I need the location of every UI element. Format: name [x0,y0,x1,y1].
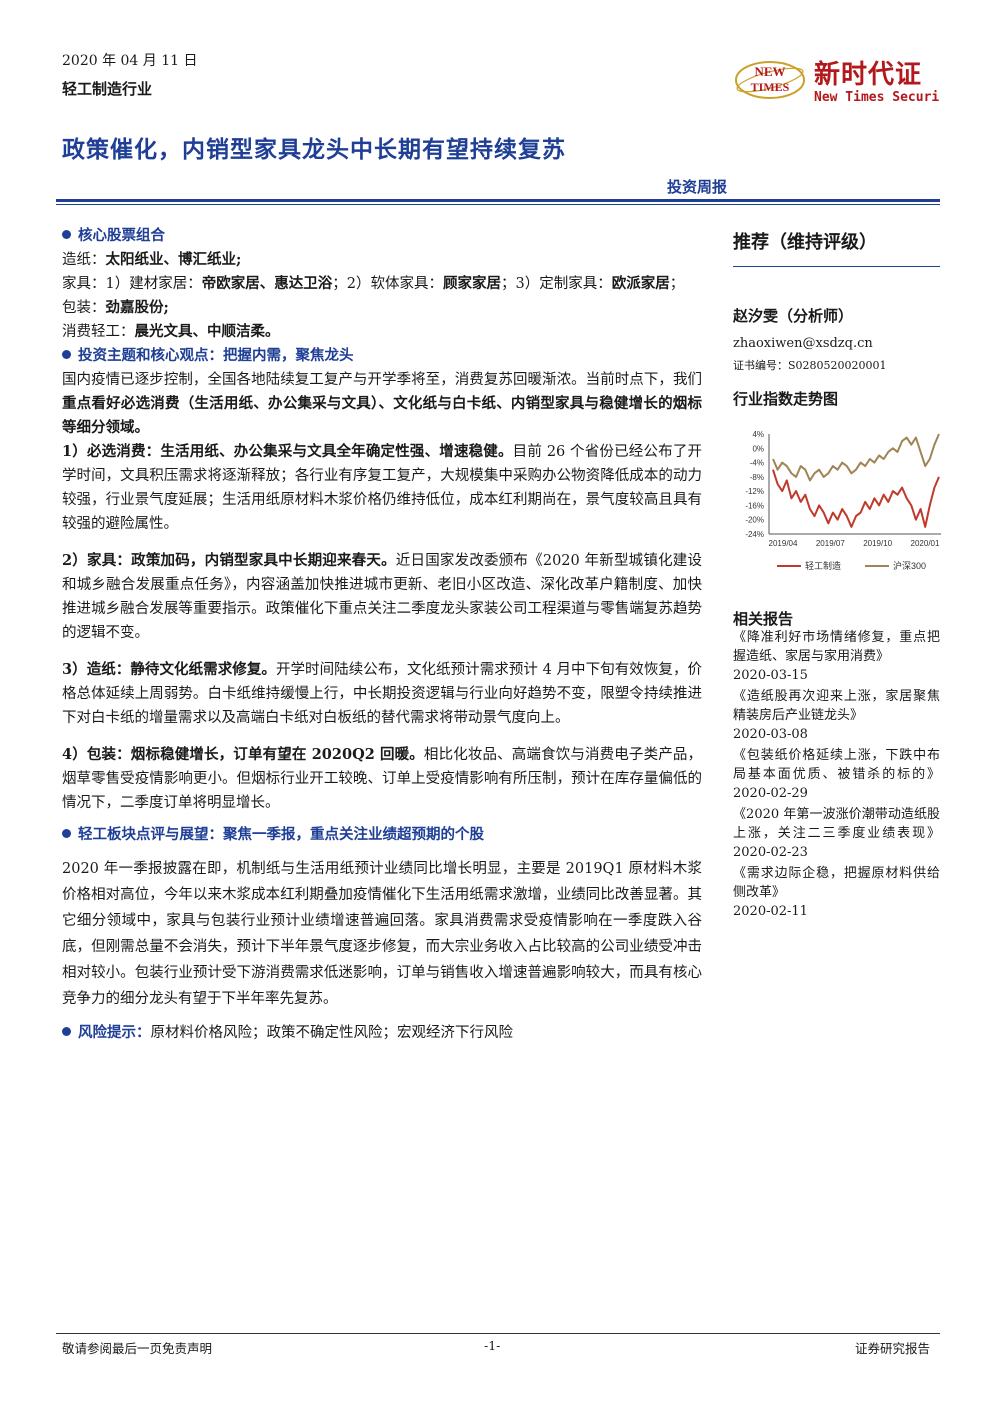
logo-english-name: New Times Securi [814,90,940,105]
rating-rule [733,266,940,267]
risk-line: 风险提示：原材料价格风险；政策不确定性风险；宏观经济下行风险 [62,1021,702,1045]
y-tick-label: -12% [745,487,764,496]
main-content: 核心股票组合 造纸：太阳纸业、博汇纸业; 家具：1）建材家居：帝欧家居、惠达卫浴… [62,224,702,1045]
bullet-icon [62,829,71,838]
related-report-title: 《降准利好市场情绪修复，重点把握造纸、家居与家用消费》 [733,630,940,664]
footer-rule [56,1333,940,1334]
x-tick-label: 2019/04 [769,539,798,548]
header-rule [56,199,940,202]
related-report-title: 《2020 年第一波涨价潮带动造纸股上涨，关注二三季度业绩表现》 [733,807,940,841]
report-date: 2020 年 04 月 11 日 [62,53,198,69]
x-tick-label: 2020/01 [911,539,940,548]
related-report-title: 《包装纸价格延续上涨，下跌中布局基本面优质、被错杀的标的》 [733,748,940,782]
analyst-email[interactable]: zhaoxiwen@xsdzq.cn [733,336,873,351]
review-heading: 轻工板块点评与展望：聚焦一季报，重点关注业绩超预期的个股 [62,823,702,847]
related-report-date: 2020-02-23 [733,845,808,860]
legend-label: 轻工制造 [805,560,841,571]
related-report-date: 2020-03-15 [733,668,808,683]
chart-svg: 4% 0% -4% -8% -12% -16% -20% -24% 2019/04 2019/07… [745,430,941,571]
bullet-icon [62,350,71,359]
y-tick-label: -24% [745,530,764,539]
page-number: -1- [484,1338,501,1353]
footer-label: 证券研究报告 [854,1341,930,1356]
related-report-date: 2020-03-08 [733,727,808,742]
y-tick-label: -4% [750,459,764,468]
core-portfolio-heading: 核心股票组合 [62,224,702,248]
theme-point-4: 4）包装：烟标稳健增长，订单有望在 2020Q2 回暖。相比化妆品、高端食饮与消… [62,746,703,811]
y-tick-label: -8% [750,473,764,482]
rating: 推荐（维持评级） [733,232,877,253]
x-tick-label: 2019/07 [816,539,845,548]
new-times-logo-icon: NEW TIMES [735,61,805,99]
related-report-date: 2020-02-11 [733,904,808,919]
sidebar: 推荐（维持评级） 赵汐雯（分析师） zhaoxiwen@xsdzq.cn 证书编… [733,224,940,373]
logo-mark-times: TIMES [751,80,790,94]
related-report-date: 2020-02-29 [733,786,808,801]
review-text: 2020 年一季报披露在即，机制纸与生活用纸预计业绩同比增长明显，主要是 201… [62,861,702,1007]
series-line-1 [772,433,940,482]
industry-label: 轻工制造行业 [62,80,153,98]
header-rule-thin [56,204,940,205]
y-tick-label: -20% [745,516,764,525]
footer-disclaimer[interactable]: 敬请参阅最后一页免责声明 [62,1341,213,1356]
related-report-title: 《造纸股再次迎来上涨，家居聚焦精装房后产业链龙头》 [733,689,940,723]
report-type: 投资周报 [666,178,727,196]
logo-mark-new: NEW [754,64,785,79]
report-title: 政策催化，内销型家具龙头中长期有望持续复苏 [62,136,566,163]
industry-index-chart: 4% 0% -4% -8% -12% -16% -20% -24% 2019/04 2019/07… [733,420,943,580]
theme-point-3: 3）造纸：静待文化纸需求修复。开学时间陆续公布，文化纸预计需求预计 4 月中下旬… [62,661,702,726]
furniture-stocks-line: 家具：1）建材家居：帝欧家居、惠达卫浴；2）软体家具：顾家家居；3）定制家具：欧… [62,275,685,292]
related-report-item[interactable]: 《降准利好市场情绪修复，重点把握造纸、家居与家用消费》 2020-03-15 [733,628,940,685]
analyst-cert: 证书编号：S0280520020001 [733,359,887,372]
bullet-icon [62,230,71,239]
y-tick-label: 0% [752,444,764,453]
chart-heading: 行业指数走势图 [733,390,839,408]
related-report-item[interactable]: 《造纸股再次迎来上涨，家居聚焦精装房后产业链龙头》 2020-03-08 [733,687,940,744]
related-report-item[interactable]: 《2020 年第一波涨价潮带动造纸股上涨，关注二三季度业绩表现》 2020-02-… [733,805,940,862]
consumer-stocks-line: 消费轻工：晨光文具、中顺洁柔。 [62,323,280,340]
y-tick-label: -16% [745,501,764,510]
related-report-title: 《需求边际企稳，把握原材料供给侧改革》 [733,866,940,900]
theme-point-1: 1）必选消费：生活用纸、办公集采与文具全年确定性强、增速稳健。目前 26 个省份… [62,443,702,532]
related-heading: 相关报告 [733,610,794,628]
bullet-icon [62,1027,71,1036]
analyst-name: 赵汐雯（分析师） [733,307,854,325]
theme-intro: 国内疫情已逐步控制，全国各地陆续复工复产与开学季将至，消费复苏回暖渐浓。当前时点… [62,372,702,436]
legend-label: 沪深300 [893,560,926,571]
x-tick-label: 2019/10 [863,539,892,548]
y-tick-label: 4% [752,430,764,439]
theme-heading: 投资主题和核心观点：把握内需，聚焦龙头 [62,344,702,368]
logo-chinese-name: 新时代证 [814,60,923,90]
paper-stocks-line: 造纸：太阳纸业、博汇纸业; [62,251,242,268]
series-line-0 [772,469,940,528]
company-logo: NEW TIMES 新时代证 New Times Securi [730,52,950,112]
related-reports: 《降准利好市场情绪修复，重点把握造纸、家居与家用消费》 2020-03-15 《造纸… [733,628,940,923]
related-report-item[interactable]: 《包装纸价格延续上涨，下跌中布局基本面优质、被错杀的标的》 2020-02-29 [733,746,940,803]
related-report-item[interactable]: 《需求边际企稳，把握原材料供给侧改革》 2020-02-11 [733,864,940,921]
packaging-stocks-line: 包装：劲嘉股份; [62,299,169,316]
theme-point-2: 2）家具：政策加码，内销型家具中长期迎来春天。近日国家发改委颁布《2020 年新… [62,552,702,641]
